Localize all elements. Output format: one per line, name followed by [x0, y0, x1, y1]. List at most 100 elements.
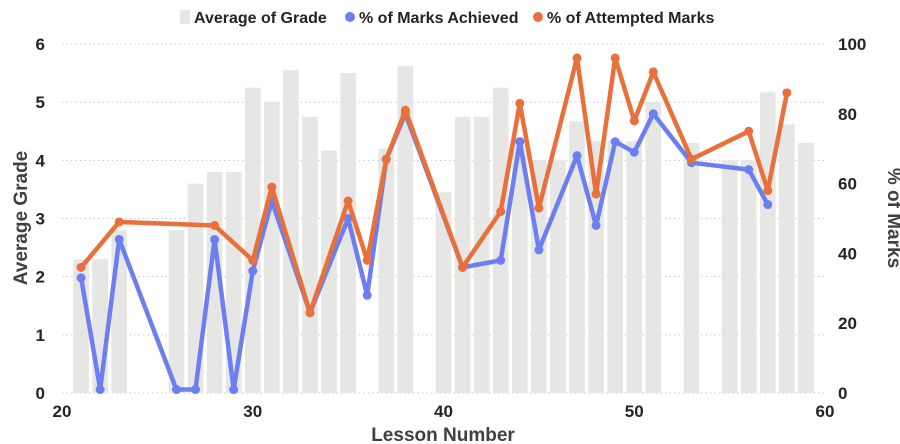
x-axis-title: Lesson Number	[371, 425, 515, 444]
data-point	[572, 151, 582, 161]
bar	[187, 183, 204, 393]
data-point	[610, 53, 620, 63]
bar	[683, 142, 700, 393]
legend-label: % of Marks Achieved	[359, 10, 518, 27]
bar	[378, 148, 395, 393]
y-tick-label: 4	[36, 151, 46, 170]
data-point	[114, 217, 124, 227]
data-point	[744, 165, 754, 175]
data-point	[76, 273, 86, 283]
data-point	[591, 189, 601, 199]
bar	[779, 124, 795, 394]
bar	[550, 160, 566, 393]
bar-series	[73, 66, 814, 394]
bar	[264, 102, 280, 394]
x-tick-label: 20	[53, 402, 72, 421]
data-point	[210, 234, 220, 244]
data-point	[95, 385, 105, 395]
y2-tick-label: 60	[838, 175, 857, 194]
bar	[340, 73, 356, 393]
data-point	[76, 262, 86, 272]
data-point	[515, 137, 525, 147]
bar	[740, 160, 757, 393]
legend-label: Average of Grade	[194, 10, 327, 27]
y2-axis-title: % of Marks	[883, 168, 900, 268]
bar	[473, 116, 490, 393]
line-series	[76, 53, 792, 395]
legend-label: % of Attempted Marks	[547, 10, 715, 27]
data-point	[648, 67, 658, 77]
x-tick-label: 60	[816, 402, 835, 421]
data-point	[686, 154, 696, 164]
bar	[721, 160, 738, 393]
data-point	[343, 196, 353, 206]
y2-tick-label: 40	[838, 244, 857, 263]
legend: Average of Grade % of Marks Achieved % of …	[180, 10, 715, 27]
bar	[492, 87, 509, 393]
bar	[321, 150, 337, 393]
data-point	[534, 245, 544, 255]
data-point	[362, 290, 372, 300]
data-point	[114, 234, 124, 244]
data-point	[763, 200, 773, 210]
y-tick-label: 6	[36, 35, 45, 54]
bar	[168, 230, 185, 393]
y2-tick-label: 100	[838, 35, 866, 54]
bar	[302, 116, 318, 393]
x-tick-label: 50	[625, 402, 644, 421]
data-point	[362, 255, 372, 265]
data-point	[782, 88, 792, 98]
data-point	[610, 137, 620, 147]
bar	[798, 142, 814, 393]
bar	[225, 171, 242, 393]
y2-tick-label: 0	[838, 384, 847, 403]
y2-tick-label: 20	[838, 314, 857, 333]
data-point	[496, 255, 506, 265]
y-tick-label: 1	[36, 326, 45, 345]
bar	[569, 121, 585, 393]
bar	[244, 87, 261, 393]
data-point	[591, 220, 601, 230]
bar	[454, 116, 471, 393]
bar	[759, 92, 776, 394]
data-point	[400, 105, 410, 115]
bar	[607, 139, 623, 393]
legend-marker	[345, 12, 355, 22]
data-point	[496, 207, 506, 217]
data-point	[171, 385, 181, 395]
data-point	[515, 98, 525, 108]
y-axis-title: Average Grade	[11, 151, 32, 285]
bar	[645, 102, 662, 394]
data-point	[305, 308, 315, 318]
data-point	[229, 385, 239, 395]
data-point	[210, 220, 220, 230]
bar	[511, 137, 528, 393]
legend-marker	[533, 12, 543, 22]
y-tick-label: 5	[36, 93, 45, 112]
series-line	[78, 55, 790, 315]
data-point	[763, 186, 773, 196]
y-tick-label: 2	[36, 268, 45, 287]
data-point	[248, 266, 258, 276]
bar	[397, 66, 414, 393]
data-point	[629, 116, 639, 126]
y2-tick-label: 80	[838, 105, 857, 124]
data-point	[458, 262, 468, 272]
data-point	[248, 255, 258, 265]
x-tick-label: 30	[243, 402, 262, 421]
bar	[435, 192, 452, 393]
x-tick-label: 40	[434, 402, 453, 421]
y-tick-label: 3	[36, 210, 45, 229]
data-point	[267, 182, 277, 192]
legend-swatch	[180, 10, 190, 24]
data-point	[191, 385, 201, 395]
data-point	[534, 203, 544, 213]
bar	[626, 141, 643, 393]
data-point	[648, 109, 658, 119]
data-point	[343, 214, 353, 223]
data-point	[572, 53, 582, 63]
bar	[283, 70, 299, 394]
y-tick-label: 0	[36, 384, 45, 403]
data-point	[744, 126, 754, 136]
